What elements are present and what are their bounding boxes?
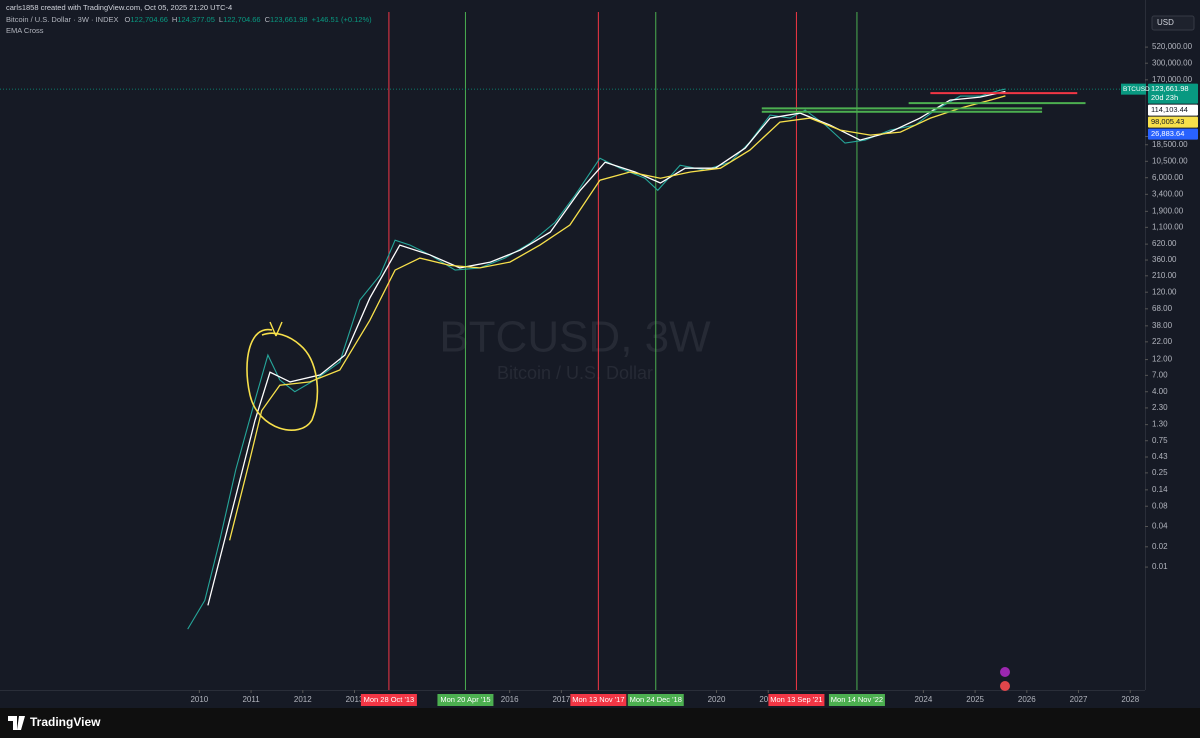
marker-label-bg <box>437 694 494 706</box>
marker-label-bg <box>768 694 825 706</box>
price-tag-label: 123,661.98 <box>1151 84 1189 93</box>
ohlc-key: C <box>265 15 271 24</box>
y-tick-label: 4.00 <box>1152 387 1168 396</box>
y-tick-label: 2.30 <box>1152 403 1168 412</box>
change: +146.51 (+0.12%) <box>312 15 373 24</box>
x-tick-label: 2011 <box>242 695 260 704</box>
indicator: EMA Cross <box>6 26 44 35</box>
y-tick-label: 12.00 <box>1152 355 1173 364</box>
price-tag <box>1148 128 1198 140</box>
currency[interactable]: USD <box>1157 18 1174 27</box>
y-tick-label: 6,000.00 <box>1152 173 1184 182</box>
y-tick-label: 22.00 <box>1152 337 1173 346</box>
y-tick-label: 1,900.00 <box>1152 206 1184 215</box>
y-tick-label: 210.00 <box>1152 271 1177 280</box>
x-tick-label: 2025 <box>966 695 984 704</box>
logo-icon <box>8 716 25 730</box>
marker-label-bg <box>828 694 885 706</box>
price-tag-label: 26,883.64 <box>1151 129 1184 138</box>
marker-label: Mon 28 Oct '13 <box>364 695 415 704</box>
footer <box>0 708 1200 738</box>
y-tick-label: 0.25 <box>1152 468 1168 477</box>
y-tick-label: 170,000.00 <box>1152 75 1193 84</box>
ohlc-value: 122,704.66 <box>223 15 261 24</box>
price-tag <box>1148 116 1198 128</box>
watermark: BTCUSD, 3W <box>439 313 711 362</box>
y-tick-label: 120.00 <box>1152 287 1177 296</box>
plot: 520,000.00300,000.00170,000.0024,500.001… <box>0 12 1198 706</box>
price-tag <box>1148 104 1198 116</box>
y-tick-label: 360.00 <box>1152 255 1177 264</box>
y-tick-label: 38.00 <box>1152 321 1173 330</box>
x-tick-label: 2010 <box>190 695 208 704</box>
x-tick-label: 2013 <box>346 695 364 704</box>
marker-label: Mon 13 Nov '17 <box>572 695 624 704</box>
y-tick-label: 0.08 <box>1152 501 1168 510</box>
x-tick-label: 2026 <box>1018 695 1036 704</box>
x-tick-label: 2012 <box>294 695 312 704</box>
hand-drawn-circle <box>246 328 319 431</box>
ohlc-key: L <box>219 15 223 24</box>
marker-label: Mon 20 Apr '15 <box>440 695 490 704</box>
y-tick-label: 520,000.00 <box>1152 42 1193 51</box>
series-line <box>187 88 1006 630</box>
y-tick-label: 3,400.00 <box>1152 189 1184 198</box>
ohlc-key: O <box>125 15 131 24</box>
y-tick-label: 300,000.00 <box>1152 58 1193 67</box>
y-tick-label: 10,500.00 <box>1152 156 1188 165</box>
brand: TradingView <box>30 715 101 729</box>
price-tag-countdown: 20d 23h <box>1151 93 1178 102</box>
symbol-line: Bitcoin / U.S. Dollar · 3W · INDEX O122,7… <box>6 15 372 24</box>
marker-label-bg <box>627 694 684 706</box>
y-tick-label: 620.00 <box>1152 239 1177 248</box>
price-tag-label: 98,005.43 <box>1151 117 1184 126</box>
symbol-tag-label: BTCUSD <box>1123 86 1150 93</box>
marker-label: Mon 24 Dec '18 <box>630 695 682 704</box>
y-tick-label: 68.00 <box>1152 304 1173 313</box>
x-tick-label: 2020 <box>708 695 726 704</box>
price-tag-label: 114,103.44 <box>1151 105 1188 114</box>
symbol: Bitcoin / U.S. Dollar · 3W · INDEX <box>6 15 119 24</box>
series-line <box>207 90 1006 606</box>
y-tick-label: 7.00 <box>1152 370 1168 379</box>
symbol-tag <box>1121 83 1146 95</box>
y-tick-label: 0.01 <box>1152 562 1168 571</box>
watermark-subtitle: Bitcoin / U.S. Dollar <box>497 363 653 383</box>
y-tick-label: 0.43 <box>1152 452 1168 461</box>
chart-bg <box>0 0 1200 708</box>
y-tick-label: 1,100.00 <box>1152 222 1184 231</box>
x-tick-label: 2028 <box>1121 695 1139 704</box>
price-tag <box>1148 83 1198 104</box>
marker-label-bg <box>360 694 417 706</box>
ohlc-value: 124,377.05 <box>177 15 215 24</box>
y-tick-label: 0.14 <box>1152 485 1168 494</box>
series-line <box>228 95 1006 541</box>
ohlc-key: H <box>172 15 177 24</box>
y-tick-label: 1.30 <box>1152 420 1168 429</box>
event-icon[interactable] <box>1000 681 1010 691</box>
ohlc-value: 123,661.98 <box>270 15 308 24</box>
y-tick-label: 18,500.00 <box>1152 140 1188 149</box>
y-tick-label: 0.02 <box>1152 542 1168 551</box>
x-tick-label: 2024 <box>914 695 932 704</box>
y-tick-label: 0.04 <box>1152 522 1168 531</box>
hand-drawn-mark <box>269 321 283 337</box>
event-icon[interactable] <box>1000 667 1010 677</box>
x-tick-label: 2027 <box>1070 695 1088 704</box>
marker-label: Mon 13 Sep '21 <box>770 695 822 704</box>
ohlc-value: 122,704.66 <box>130 15 168 24</box>
marker-label: Mon 14 Nov '22 <box>831 695 883 704</box>
author-line: carls1858 created with TradingView.com, … <box>6 3 232 12</box>
x-tick-label: 2016 <box>501 695 519 704</box>
marker-label-bg <box>570 694 627 706</box>
x-tick-label: 2017 <box>552 695 570 704</box>
y-tick-label: 0.75 <box>1152 436 1168 445</box>
currency-button[interactable] <box>1151 15 1195 31</box>
